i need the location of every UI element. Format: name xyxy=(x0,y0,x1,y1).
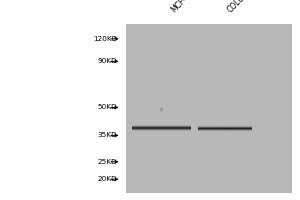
Text: 50KD: 50KD xyxy=(98,104,117,110)
Text: 35KD: 35KD xyxy=(98,132,117,138)
Text: 120KD: 120KD xyxy=(93,36,117,42)
Text: COL0320: COL0320 xyxy=(226,0,257,14)
Text: 20KD: 20KD xyxy=(98,176,117,182)
Bar xyxy=(126,24,291,192)
Text: 25KD: 25KD xyxy=(98,159,117,165)
Text: 90KD: 90KD xyxy=(98,58,117,64)
Text: MCF-7: MCF-7 xyxy=(169,0,192,14)
